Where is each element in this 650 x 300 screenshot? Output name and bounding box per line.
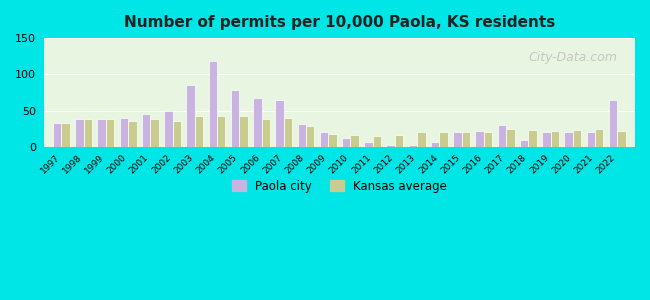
Bar — [586, 132, 595, 147]
Bar — [350, 135, 359, 147]
Bar — [564, 132, 573, 147]
Title: Number of permits per 10,000 Paola, KS residents: Number of permits per 10,000 Paola, KS r… — [124, 15, 555, 30]
Legend: Paola city, Kansas average: Paola city, Kansas average — [227, 175, 452, 197]
Bar — [84, 119, 92, 147]
Bar — [298, 124, 306, 147]
Bar — [462, 132, 470, 147]
Bar — [284, 118, 292, 147]
Bar — [261, 119, 270, 147]
Bar — [173, 121, 181, 147]
Bar — [372, 136, 381, 147]
Bar — [409, 145, 417, 147]
Bar — [320, 132, 328, 147]
Bar — [528, 130, 537, 147]
Bar — [387, 145, 395, 147]
Bar — [106, 119, 114, 147]
Bar — [150, 119, 159, 147]
Bar — [276, 100, 284, 147]
Bar — [239, 116, 248, 147]
Bar — [128, 122, 136, 147]
Bar — [506, 129, 515, 147]
Bar — [439, 132, 448, 147]
Bar — [342, 138, 350, 147]
Bar — [573, 130, 581, 147]
Bar — [520, 140, 528, 147]
Bar — [498, 125, 506, 147]
Bar — [475, 131, 484, 147]
Bar — [306, 127, 315, 147]
Bar — [231, 90, 239, 147]
Text: City-Data.com: City-Data.com — [528, 51, 618, 64]
Bar — [453, 132, 461, 147]
Bar — [328, 134, 337, 147]
Bar — [209, 61, 217, 147]
Bar — [217, 116, 226, 147]
Bar — [187, 85, 195, 147]
Bar — [98, 119, 106, 147]
Bar — [484, 132, 492, 147]
Bar — [195, 116, 203, 147]
Bar — [164, 111, 173, 147]
Bar — [61, 123, 70, 147]
Bar — [142, 114, 150, 147]
Bar — [53, 123, 61, 147]
Bar — [542, 132, 551, 147]
Bar — [431, 142, 439, 147]
Bar — [551, 131, 559, 147]
Bar — [417, 132, 426, 147]
Bar — [120, 118, 128, 147]
Bar — [75, 119, 84, 147]
Bar — [253, 98, 261, 147]
Bar — [618, 131, 626, 147]
Bar — [609, 100, 618, 147]
Bar — [364, 142, 372, 147]
Bar — [395, 135, 404, 147]
Bar — [595, 129, 603, 147]
